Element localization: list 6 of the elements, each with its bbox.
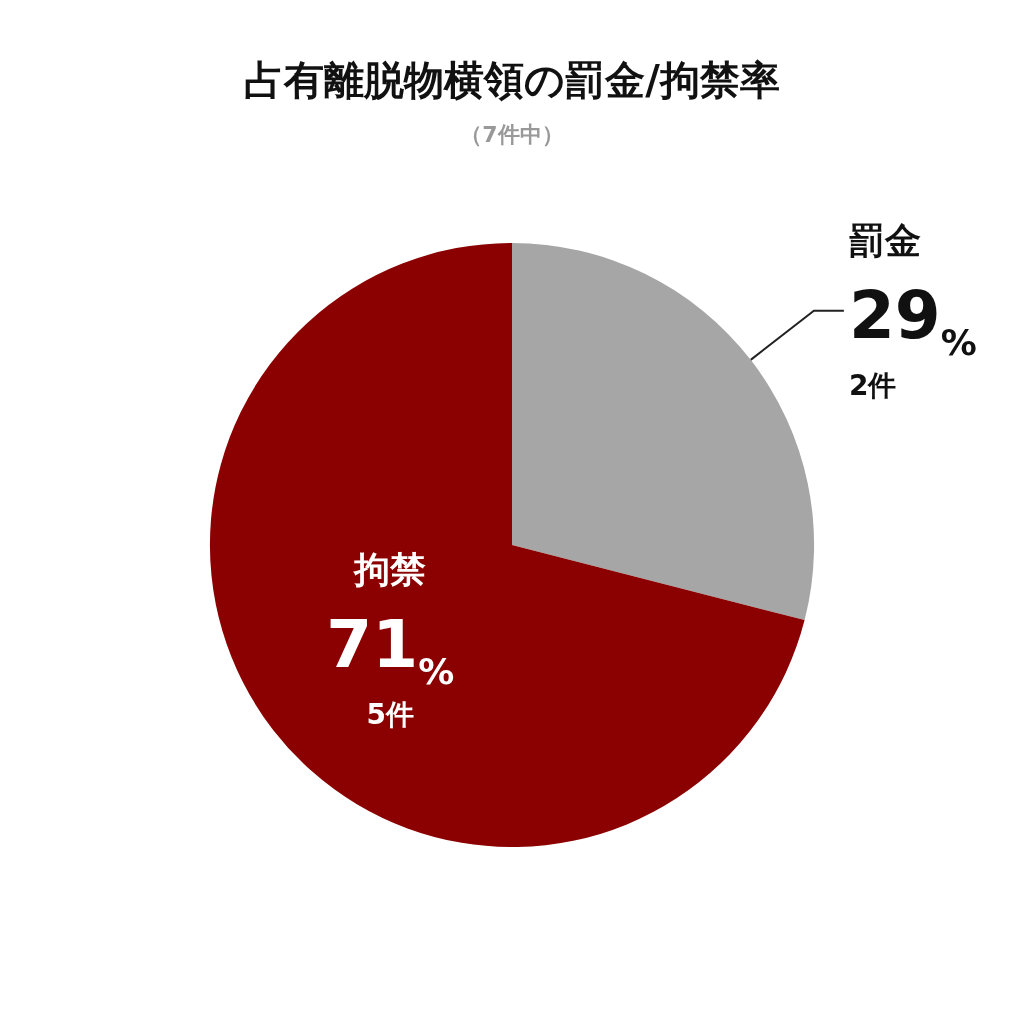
- slice-label: 罰金: [848, 220, 921, 262]
- slice-label: 拘禁: [353, 548, 427, 590]
- text: 29% 2件: [848, 277, 977, 403]
- chart-subtitle: （7件中）: [460, 121, 564, 147]
- chart-title: 占有離脱物横領の罰金/拘禁率: [244, 57, 780, 103]
- data-label: 71% 5件: [326, 605, 455, 731]
